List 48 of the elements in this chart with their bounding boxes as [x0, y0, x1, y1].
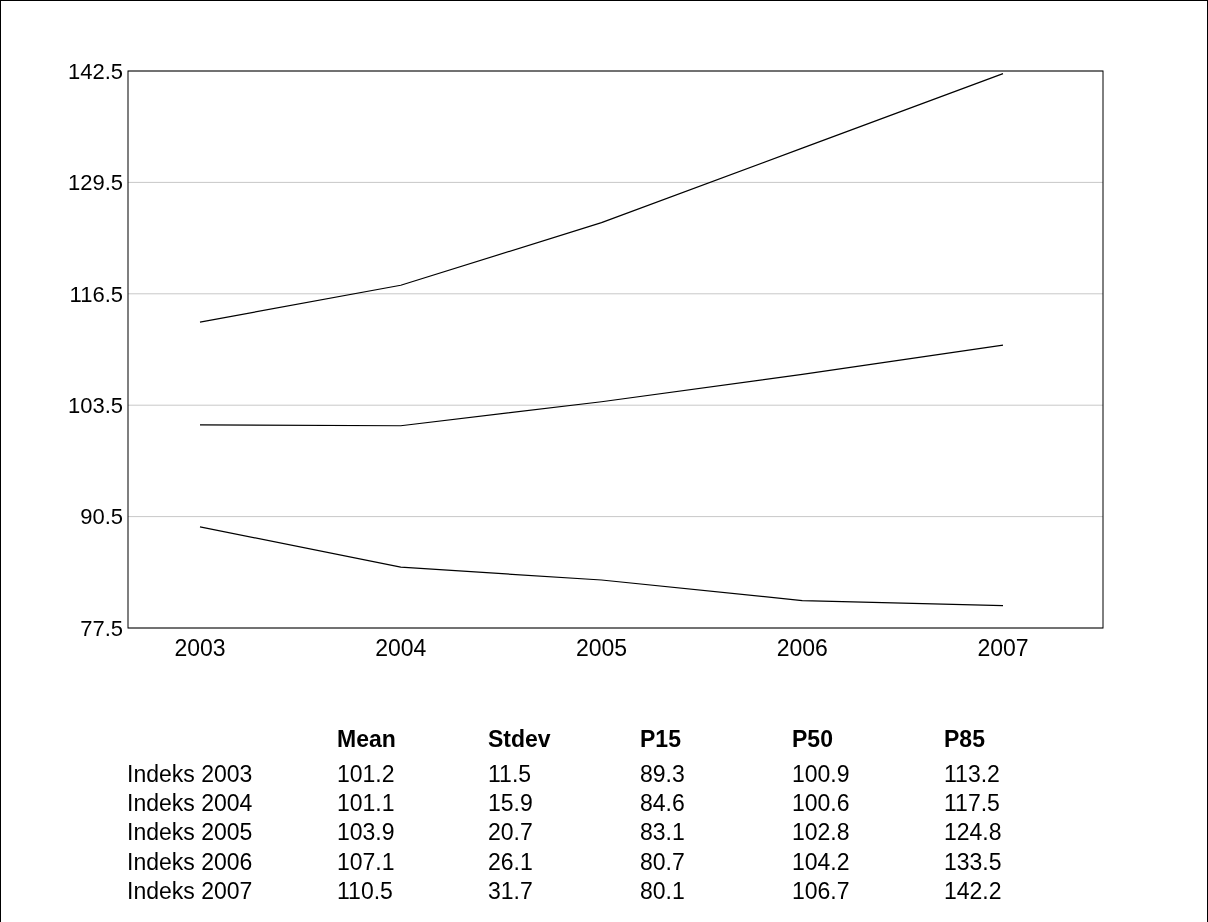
data-label: 102.8	[792, 819, 850, 846]
data-label: 101.2	[337, 761, 395, 787]
data-label: 15.9	[488, 790, 533, 817]
category-label: Indeks 2007	[127, 877, 253, 904]
line-series	[199, 344, 1004, 427]
y-tick-label: 129.5	[67, 170, 123, 196]
data-label: 31.7	[488, 877, 533, 904]
y-tick-label: 116.5	[69, 281, 123, 307]
category-label: Indeks 2006	[127, 848, 253, 875]
data-label: 100.9	[792, 761, 850, 787]
line-series	[199, 526, 1004, 607]
data-label: 89.3	[640, 761, 685, 787]
data-label: 11.5	[488, 761, 532, 787]
data-label: 101.1	[337, 790, 395, 817]
text: P15	[640, 726, 682, 752]
data-label: 80.7	[640, 848, 685, 875]
data-label: 142.2	[944, 877, 1002, 904]
data-label: 103.9	[337, 819, 395, 846]
category-label: Indeks 2003	[127, 761, 253, 787]
data-label: 104.2	[792, 848, 850, 875]
data-label: 20.7	[488, 819, 533, 846]
y-tick-label: 142.5	[67, 58, 123, 84]
data-label: 83.1	[640, 819, 685, 846]
text: P85	[944, 726, 986, 752]
data-label: 26.1	[488, 848, 533, 875]
data-label: 117.5	[944, 790, 1000, 817]
y-tick-label: 77.5	[80, 615, 123, 641]
data-label: 110.5	[337, 877, 393, 904]
data-label: 107.1	[337, 848, 395, 875]
data-label: 133.5	[944, 848, 1002, 875]
data-label: 80.1	[640, 877, 685, 904]
category-label: Indeks 2004	[127, 790, 253, 817]
data-label: 106.7	[792, 877, 850, 904]
data-label: 113.2	[944, 761, 1000, 787]
y-tick-label: 90.5	[80, 504, 123, 530]
x-tick-label: 2007	[977, 635, 1029, 661]
text: P50	[792, 726, 833, 752]
y-tick-label: 103.5	[67, 392, 123, 418]
x-tick-label: 2005	[575, 635, 628, 661]
x-tick-label: 2006	[776, 635, 828, 661]
text: Stdev	[488, 726, 551, 752]
data-label: 100.6	[792, 790, 850, 817]
category-label: Indeks 2005	[127, 819, 253, 846]
x-tick-label: 2004	[375, 635, 427, 661]
data-label: 84.6	[640, 790, 685, 817]
text: Mean	[337, 726, 396, 752]
x-tick-label: 2003	[174, 635, 226, 661]
data-label: 124.8	[944, 819, 1002, 846]
